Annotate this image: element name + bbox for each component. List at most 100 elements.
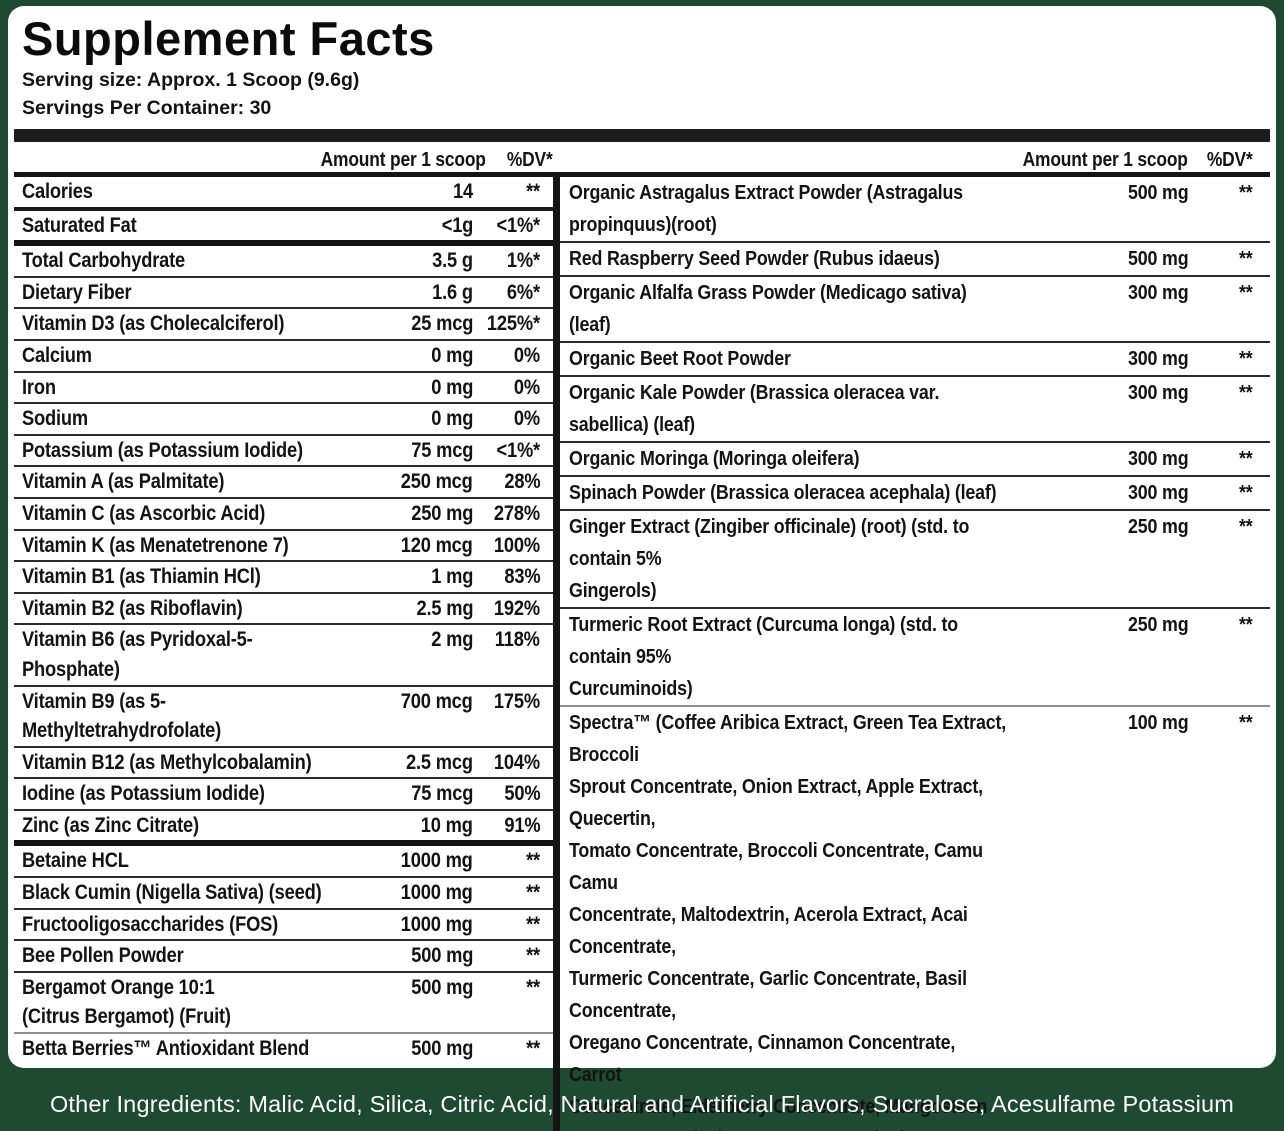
ingredient-amount: 1000 mg — [401, 849, 473, 873]
ingredient-amount: 1.6 g — [432, 280, 473, 304]
ingredient-name: Bergamot Orange 10:1 (Citrus Bergamot) (… — [22, 975, 231, 1029]
ingredient-name: Vitamin B6 (as Pyridoxal-5-Phosphate) — [22, 628, 253, 681]
ingredient-name: Vitamin B2 (as Riboflavin) — [22, 596, 243, 620]
ingredient-dv: 50% — [503, 782, 540, 806]
ingredient-dv: ** — [1239, 711, 1253, 734]
ingredient-name: Spectra™ (Coffee Aribica Extract, Green … — [569, 711, 1012, 1131]
ingredient-amount: 2.5 mcg — [406, 750, 473, 774]
ingredient-dv: 100% — [493, 533, 540, 557]
ingredient-name: Calcium — [22, 343, 92, 367]
table-row: Iron 0 mg 0% — [14, 373, 553, 405]
ingredient-amount: 300 mg — [1127, 447, 1189, 470]
ingredient-amount: 0 mg — [431, 343, 473, 367]
ingredient-name: Calories — [22, 180, 93, 203]
ingredient-amount: 300 mg — [1127, 381, 1189, 404]
table-row: Vitamin B2 (as Riboflavin) 2.5 mg 192% — [14, 594, 553, 626]
ingredient-name: Potassium (as Potassium Iodide) — [22, 438, 303, 462]
table-row: Organic Moringa (Moringa oleifera) 300 m… — [560, 443, 1270, 477]
ingredient-amount: 1 mg — [431, 565, 473, 589]
table-row: Potassium (as Potassium Iodide) 75 mcg <… — [14, 436, 553, 468]
ingredient-dv: 83% — [503, 565, 540, 589]
ingredient-name: Betaine HCL — [22, 849, 129, 873]
ingredient-dv: 118% — [494, 628, 540, 652]
ingredient-name: Vitamin K (as Menatetrenone 7) — [22, 533, 289, 557]
ingredient-amount: 25 mcg — [411, 312, 473, 336]
table-row: Organic Beet Root Powder 300 mg ** — [560, 343, 1270, 377]
table-row: Vitamin B1 (as Thiamin HCl) 1 mg 83% — [14, 562, 553, 594]
ingredient-name: Fructooligosaccharides (FOS) — [22, 912, 279, 936]
panel-title: Supplement Facts — [22, 12, 435, 65]
ingredient-dv: 0% — [513, 375, 540, 399]
ingredient-amount: 250 mg — [1127, 613, 1189, 636]
table-row: Total Carbohydrate 3.5 g 1%* — [14, 246, 553, 278]
ingredient-dv: ** — [1239, 347, 1253, 370]
ingredient-dv: 0% — [513, 407, 540, 431]
ingredient-dv: ** — [526, 881, 540, 905]
ingredient-dv: 1%* — [506, 249, 540, 273]
table-row: Dietary Fiber 1.6 g 6%* — [14, 278, 553, 310]
table-vertical-divider — [553, 177, 560, 1131]
table-row: Organic Astragalus Extract Powder (Astra… — [560, 177, 1270, 243]
ingredient-name: Iron — [22, 375, 56, 399]
ingredient-name: Turmeric Root Extract (Curcuma longa) (s… — [569, 613, 959, 700]
servings-per-container: Servings Per Container: 30 — [22, 97, 272, 119]
ingredient-amount: 2 mg — [431, 628, 473, 652]
ingredient-amount: 300 mg — [1127, 347, 1189, 370]
ingredient-name: Organic Kale Powder (Brassica oleracea v… — [569, 381, 940, 436]
table-row: Spectra™ (Coffee Aribica Extract, Green … — [560, 707, 1270, 1131]
left-dv-header: %DV* — [507, 149, 553, 171]
table-row: Zinc (as Zinc Citrate) 10 mg 91% — [14, 811, 553, 847]
ingredient-dv: ** — [1239, 247, 1253, 270]
ingredient-dv: ** — [1239, 281, 1253, 304]
table-row: Sodium 0 mg 0% — [14, 404, 553, 436]
ingredient-amount: 75 mcg — [411, 782, 473, 806]
ingredient-dv: ** — [1239, 381, 1253, 404]
ingredient-amount: 120 mcg — [401, 533, 473, 557]
ingredient-name: Spinach Powder (Brassica oleracea acepha… — [569, 481, 997, 504]
ingredient-amount: 250 mg — [1127, 515, 1189, 538]
ingredient-name: Vitamin D3 (as Cholecalciferol) — [22, 312, 285, 336]
ingredient-name: Vitamin B9 (as 5-Methyltetrahydrofolate) — [22, 689, 222, 743]
ingredient-dv: ** — [1239, 181, 1253, 204]
ingredient-amount: 14 — [453, 180, 473, 203]
ingredient-amount: 700 mcg — [401, 689, 473, 713]
ingredient-dv: ** — [526, 912, 540, 936]
ingredient-dv: ** — [1239, 481, 1253, 504]
right-ingredient-table: Organic Astragalus Extract Powder (Astra… — [560, 177, 1270, 1131]
ingredient-dv: 91% — [503, 813, 540, 837]
ingredient-dv: ** — [526, 849, 540, 873]
ingredient-amount: 0 mg — [431, 407, 473, 431]
ingredient-dv: ** — [526, 975, 540, 999]
ingredient-amount: 500 mg — [411, 975, 473, 999]
ingredient-amount: 250 mg — [411, 501, 473, 525]
table-row: Spinach Powder (Brassica oleracea acepha… — [560, 477, 1270, 511]
ingredient-dv: ** — [526, 944, 540, 968]
supplement-facts-panel: Supplement Facts Serving size: Approx. 1… — [8, 6, 1276, 1131]
ingredient-amount: 1000 mg — [401, 912, 473, 936]
ingredient-amount: 2.5 mg — [416, 596, 473, 620]
table-row: Black Cumin (Nigella Sativa) (seed) 1000… — [14, 878, 553, 910]
ingredient-dv: <1%* — [496, 213, 541, 237]
ingredient-name: Saturated Fat — [22, 213, 137, 237]
ingredient-amount: 250 mcg — [401, 470, 473, 494]
ingredient-dv: 278% — [493, 501, 540, 525]
left-column-headers: Amount per 1 scoop %DV* — [14, 149, 553, 172]
ingredient-name: Bee Pollen Powder — [22, 944, 184, 968]
table-row: Vitamin B12 (as Methylcobalamin) 2.5 mcg… — [14, 748, 553, 780]
table-row: Iodine (as Potassium Iodide) 75 mcg 50% — [14, 779, 553, 811]
ingredient-name: Iodine (as Potassium Iodide) — [22, 782, 265, 806]
serving-size: Serving size: Approx. 1 Scoop (9.6g) — [22, 69, 360, 91]
ingredient-amount: 500 mg — [1127, 247, 1189, 270]
ingredient-name: Vitamin B12 (as Methylcobalamin) — [22, 750, 312, 774]
ingredient-dv: 28% — [503, 470, 540, 494]
ingredient-dv: <1%* — [496, 438, 541, 462]
ingredient-name: Organic Astragalus Extract Powder (Astra… — [569, 181, 963, 236]
ingredient-dv: 104% — [493, 750, 540, 774]
ingredient-dv: 6%* — [506, 280, 540, 304]
ingredient-amount: 500 mg — [1127, 181, 1189, 204]
ingredient-name: Betta Berries™ Antioxidant Blend — [22, 1037, 310, 1061]
ingredient-amount: 300 mg — [1127, 281, 1189, 304]
ingredient-dv: 125%* — [487, 312, 540, 336]
ingredient-dv: ** — [526, 1037, 540, 1061]
table-row: Fructooligosaccharides (FOS) 1000 mg ** — [14, 910, 553, 942]
